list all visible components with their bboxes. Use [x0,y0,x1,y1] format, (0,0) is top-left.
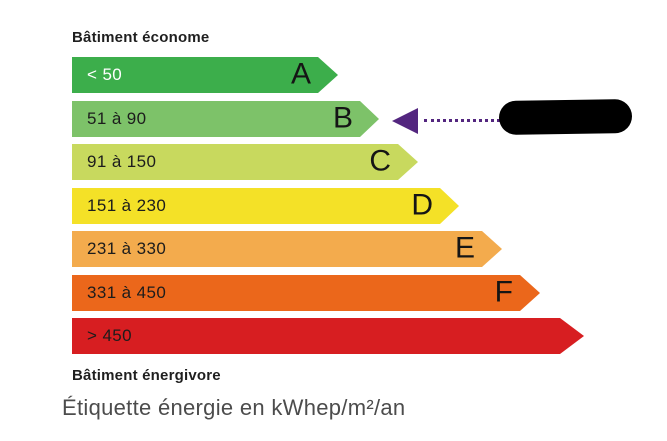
bar-letter: B [332,100,353,134]
bar-range-label: 151 à 230 [87,195,167,215]
bar-range-label: 91 à 150 [87,152,157,171]
bar-body: > 450 [72,318,584,354]
bar-body: 151 à 230 D [72,187,459,224]
redaction-scribble [498,99,633,135]
bar-tip-icon [318,57,338,93]
top-scale-label: Bâtiment économe [72,29,210,46]
bar-letter: D [411,187,433,221]
bar-tip-icon [482,231,502,267]
bar-tip-icon [360,100,379,137]
bar-body: 91 à 150 C [72,144,418,180]
dotted-connector [424,119,500,122]
bar-range-label: 331 à 450 [87,282,167,302]
bar-letter: C [369,144,391,178]
energy-bar-row-e: 231 à 330 E [72,231,560,267]
bar-range-label: 51 à 90 [87,108,147,128]
energy-bar-row-a: < 50 A [72,57,560,93]
energy-bar-row-c: 91 à 150 C [72,144,560,180]
caption: Étiquette énergie en kWhep/m²/an [62,395,406,420]
energy-bar-row-g: > 450 [72,318,584,354]
bar-tip-icon [520,274,540,311]
bar-range-label: > 450 [87,326,133,345]
bar-tip-icon [560,318,584,354]
bar-range-label: 231 à 330 [87,239,167,258]
bottom-scale-label: Bâtiment énergivore [72,367,221,384]
bar-body: 331 à 450 F [72,274,540,311]
bar-tip-icon [398,144,418,180]
bar-letter: F [494,274,513,308]
energy-scale: < 50 A 51 à 90 B 91 à 150 C 151 à 230 D … [72,57,584,354]
bar-body: 51 à 90 B [72,100,379,137]
energy-bar-row-b: 51 à 90 B [72,100,560,137]
bar-body: 231 à 330 E [72,231,502,267]
bar-letter: A [290,57,311,91]
bar-letter: E [454,231,475,265]
selection-arrow-icon [392,108,418,134]
energy-bar-row-d: 151 à 230 D [72,187,560,224]
bar-range-label: < 50 [87,65,123,84]
energy-bar-row-f: 331 à 450 F [72,274,560,311]
bar-body: < 50 A [72,57,338,93]
bar-tip-icon [440,187,459,224]
